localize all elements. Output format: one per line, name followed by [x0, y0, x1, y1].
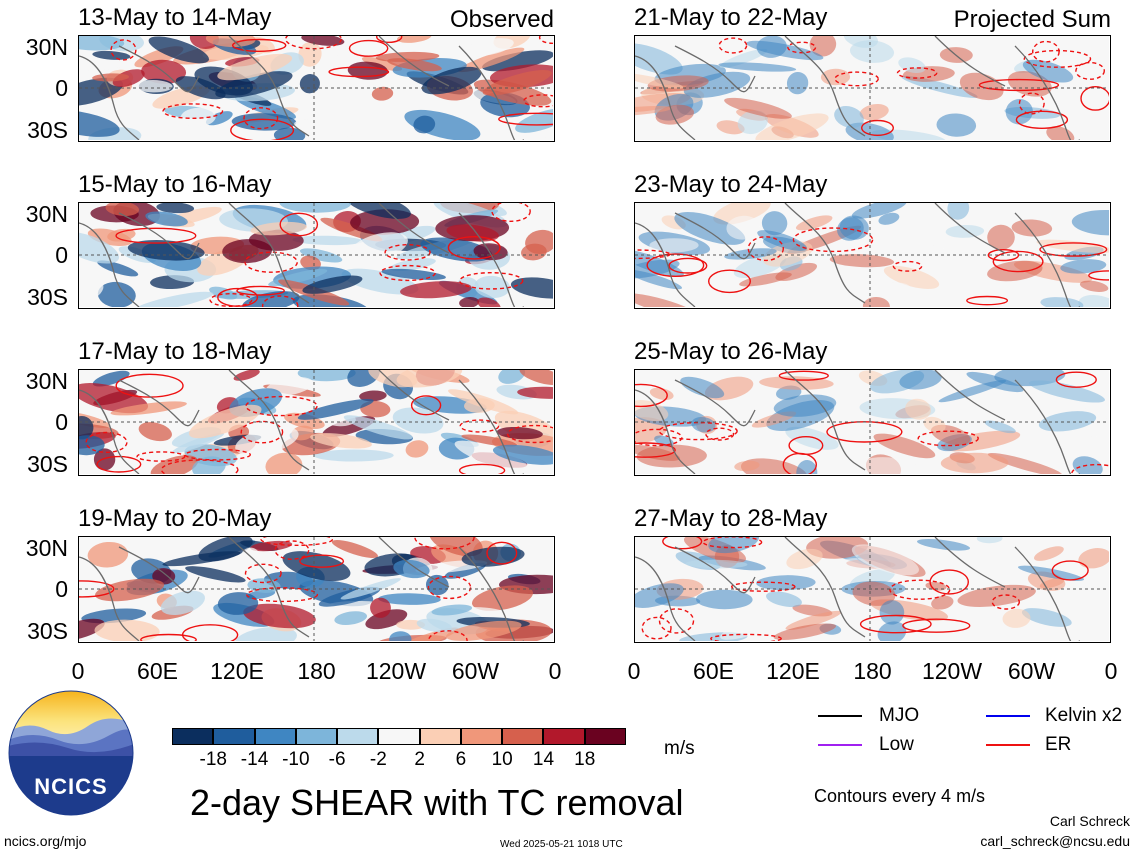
colorbar-tick-label: -18: [199, 749, 227, 770]
latitude-tick-label: 0: [55, 576, 68, 602]
legend-line-kelvin: [986, 715, 1030, 717]
legend-label-kelvin: Kelvin x2: [1045, 705, 1123, 726]
longitude-tick-label: 120W: [365, 658, 427, 684]
longitude-tick-label: 60E: [693, 658, 734, 684]
ncics-logo: NCICS: [8, 690, 134, 816]
longitude-tick-label: 60W: [1007, 658, 1056, 684]
legend-label-mjo: MJO: [879, 705, 920, 726]
colorbar-tick-label: 18: [574, 749, 596, 770]
latitude-tick-label: 30N: [25, 201, 68, 227]
panel-title-proj-1: 21-May to 22-May: [634, 4, 828, 31]
legend-label-er: ER: [1045, 734, 1072, 755]
map-panel-proj-3: [634, 369, 1111, 476]
colorbar-tick-label: 6: [455, 749, 467, 770]
shear-field: [635, 370, 1109, 474]
site-link[interactable]: ncics.org/mjo: [4, 833, 87, 849]
map-panel-obs-1: [78, 35, 555, 142]
latitude-tick-label: 30S: [27, 618, 68, 644]
map-panel-obs-3: [78, 369, 555, 476]
colorbar-tick-label: -2: [369, 749, 387, 770]
longitude-tick-label: 0: [71, 658, 85, 684]
longitude-tick-label: 60W: [451, 658, 500, 684]
colorbar-tick-label: -6: [328, 749, 346, 770]
colorbar-swatch: [419, 728, 461, 745]
latitude-tick-label: 30S: [27, 451, 68, 477]
panel-title-proj-3: 25-May to 26-May: [634, 338, 828, 365]
longitude-tick-label: 120W: [921, 658, 983, 684]
panel-title-proj-2: 23-May to 24-May: [634, 171, 828, 198]
longitude-tick-label: 180: [853, 658, 892, 684]
colorbar-swatch: [502, 728, 544, 745]
legend-line-mjo: [818, 715, 862, 717]
colorbar-swatch: [172, 728, 214, 745]
map-panel-obs-2: [78, 202, 555, 309]
author-email: carl_schreck@ncsu.edu: [980, 833, 1130, 849]
longitude-tick-label: 120E: [766, 658, 820, 684]
latitude-tick-label: 0: [55, 409, 68, 435]
longitude-tick-label: 60E: [137, 658, 178, 684]
shear-field: [635, 203, 1109, 307]
panel-title-obs-4: 19-May to 20-May: [78, 505, 272, 532]
colorbar-swatch: [543, 728, 585, 745]
shear-field: [635, 36, 1109, 140]
longitude-tick-label: 180: [297, 658, 336, 684]
observed-label: Observed: [449, 6, 554, 33]
longitude-tick-label: 0: [1104, 658, 1118, 684]
colorbar-tick-label: 14: [532, 749, 555, 770]
longitude-tick-label: 0: [548, 658, 562, 684]
map-panel-proj-4: [634, 536, 1111, 643]
shear-field: [79, 36, 553, 140]
longitude-tick-label: 120E: [210, 658, 264, 684]
latitude-tick-label: 0: [55, 75, 68, 101]
colorbar-swatch: [254, 728, 296, 745]
longitude-tick-label: 0: [627, 658, 641, 684]
shear-field: [635, 537, 1109, 641]
latitude-tick-label: 30N: [25, 34, 68, 60]
colorbar-swatch: [337, 728, 379, 745]
colorbar-tick-label: -10: [282, 749, 310, 770]
latitude-tick-label: 30S: [27, 117, 68, 143]
latitude-tick-label: 30S: [27, 284, 68, 310]
colorbar-swatch: [213, 728, 255, 745]
map-panel-proj-1: [634, 35, 1111, 142]
shear-field: [79, 537, 553, 641]
latitude-tick-label: 0: [55, 242, 68, 268]
panel-title-proj-4: 27-May to 28-May: [634, 505, 828, 532]
colorbar-tick-label: 2: [414, 749, 425, 770]
panel-title-obs-1: 13-May to 14-May: [78, 4, 272, 31]
legend-line-er: [986, 744, 1030, 746]
map-panel-proj-2: [634, 202, 1111, 309]
legend-line-low: [818, 744, 862, 746]
map-panel-obs-4: [78, 536, 555, 643]
panel-title-obs-3: 17-May to 18-May: [78, 338, 272, 365]
contour-note: Contours every 4 m/s: [814, 786, 986, 806]
timestamp: Wed 2025-05-21 1018 UTC: [500, 839, 623, 850]
colorbar-units: m/s: [664, 738, 695, 759]
panel-title-obs-2: 15-May to 16-May: [78, 171, 272, 198]
latitude-tick-label: 30N: [25, 535, 68, 561]
colorbar-swatch: [460, 728, 503, 745]
colorbar-swatch: [584, 728, 626, 745]
colorbar-swatch: [378, 728, 420, 745]
chart-title: 2-day SHEAR with TC removal: [190, 782, 684, 823]
projected-sum-label: Projected Sum: [953, 6, 1111, 33]
author: Carl Schreck: [1049, 813, 1130, 829]
shear-field: [79, 203, 553, 307]
logo-text: NCICS: [34, 774, 108, 799]
colorbar-swatch: [295, 728, 338, 745]
colorbar-tick-label: 10: [491, 749, 513, 770]
latitude-tick-label: 30N: [25, 368, 68, 394]
legend-label-low: Low: [879, 734, 914, 755]
colorbar-tick-label: -14: [240, 749, 269, 770]
shear-field: [79, 370, 553, 474]
colorbar: [172, 728, 626, 745]
